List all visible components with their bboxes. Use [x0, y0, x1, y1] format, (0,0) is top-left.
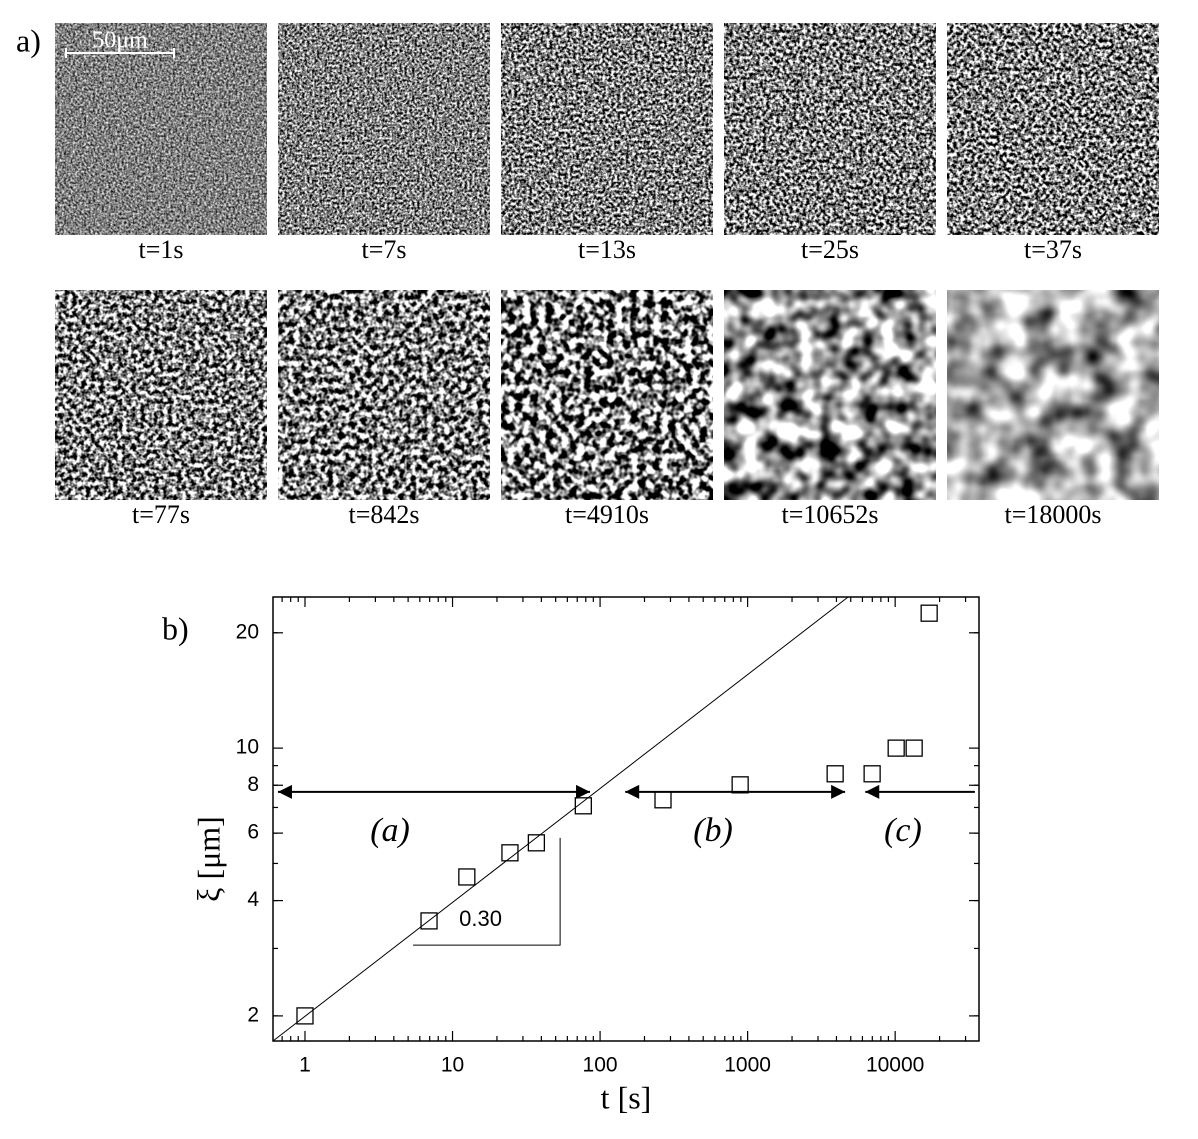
micrograph: [278, 23, 490, 235]
micrograph: [501, 23, 713, 235]
micrograph: [55, 23, 267, 235]
regime-label: (b): [693, 812, 733, 849]
y-tick-label: 2: [247, 1003, 259, 1026]
arrow-head: [576, 784, 591, 799]
data-point: [527, 834, 546, 852]
micrograph: [724, 23, 936, 235]
x-tick-label: 10000: [866, 1054, 924, 1077]
panel-label: b): [162, 610, 189, 646]
slope-triangle: [413, 837, 561, 946]
fit-line: [272, 596, 849, 1042]
regime-label: (a): [370, 812, 410, 849]
frame-label: t=13s: [578, 235, 636, 264]
frame-label: t=77s: [132, 500, 190, 529]
data-point: [574, 797, 592, 815]
arrow-head: [865, 784, 880, 799]
regime-label: (c): [884, 812, 922, 849]
micrograph: [55, 290, 267, 500]
frame-label: t=842s: [348, 500, 419, 529]
frame-label: t=1s: [138, 235, 183, 264]
data-point: [654, 791, 672, 809]
y-axis-label: ξ [μm]: [190, 816, 226, 902]
data-point: [458, 868, 476, 886]
micrograph: [501, 290, 713, 500]
y-tick-label: 10: [236, 736, 259, 759]
scale-bar-label: 50μm: [92, 28, 148, 54]
x-tick-label: 1000: [724, 1054, 771, 1077]
micrograph: [947, 23, 1159, 235]
frame-label: t=25s: [801, 235, 859, 264]
slope-label: 0.30: [459, 906, 502, 931]
frame-label: t=4910s: [565, 500, 649, 529]
x-tick-label: 1: [299, 1054, 311, 1077]
micrograph: [947, 290, 1159, 500]
y-tick-label: 20: [236, 620, 259, 643]
y-tick-label: 4: [247, 888, 259, 911]
frame-label: t=37s: [1024, 235, 1082, 264]
y-tick-label: 8: [247, 773, 259, 796]
micrograph: [278, 290, 490, 500]
frame-label: t=7s: [361, 235, 406, 264]
arrow-head: [277, 784, 292, 799]
x-tick-label: 100: [583, 1054, 618, 1077]
data-point: [420, 912, 438, 930]
data-point: [731, 776, 749, 794]
data-point: [905, 739, 923, 757]
data-point: [863, 765, 881, 783]
frame-label: t=18000s: [1004, 500, 1101, 529]
y-tick-label: 6: [247, 821, 259, 844]
micrograph: [724, 290, 936, 500]
x-axis-label: t [s]: [601, 1079, 652, 1115]
x-tick-label: 10: [441, 1054, 464, 1077]
data-point: [826, 765, 844, 783]
plot-frame: [272, 596, 980, 1042]
panel-label: a): [16, 22, 41, 58]
arrow-head: [831, 784, 846, 799]
arrow-head: [625, 784, 640, 799]
data-point: [501, 844, 519, 862]
data-point: [920, 604, 938, 622]
frame-label: t=10652s: [781, 500, 878, 529]
data-point: [887, 739, 905, 757]
data-point: [296, 1007, 314, 1025]
